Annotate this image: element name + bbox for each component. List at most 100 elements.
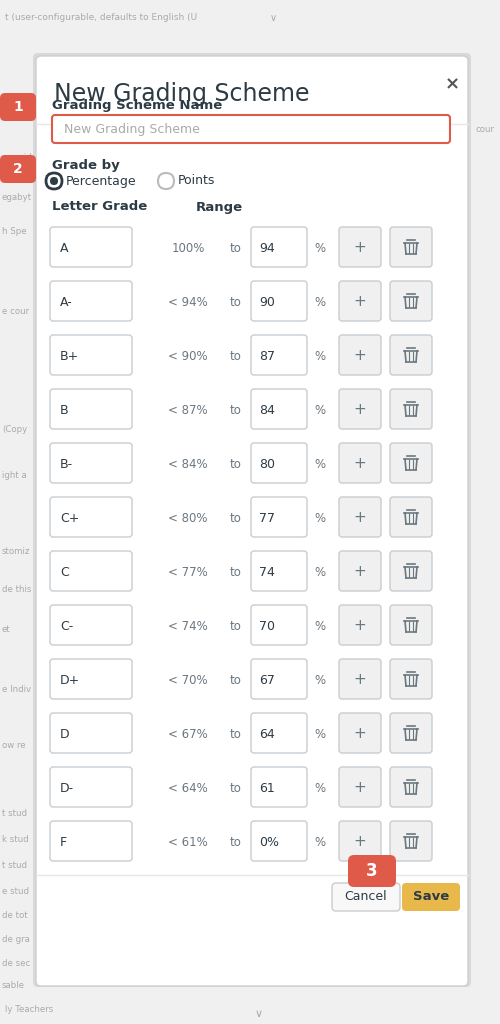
Text: Save: Save (413, 891, 449, 903)
FancyBboxPatch shape (332, 883, 400, 911)
Text: stomiz: stomiz (2, 548, 30, 556)
Text: +: + (354, 780, 366, 796)
Text: +: + (354, 835, 366, 850)
Text: %: % (314, 727, 326, 740)
FancyBboxPatch shape (52, 115, 450, 143)
Text: C: C (60, 565, 69, 579)
FancyBboxPatch shape (50, 551, 132, 591)
FancyBboxPatch shape (390, 281, 432, 321)
Text: e stud: e stud (2, 888, 29, 896)
FancyBboxPatch shape (50, 281, 132, 321)
Text: Cancel: Cancel (344, 891, 388, 903)
Text: to: to (230, 620, 242, 633)
Text: 2: 2 (13, 162, 23, 176)
FancyBboxPatch shape (251, 335, 307, 375)
FancyBboxPatch shape (50, 605, 132, 645)
FancyBboxPatch shape (390, 227, 432, 267)
Text: C-: C- (60, 620, 73, 633)
Text: < 77%: < 77% (168, 565, 208, 579)
FancyBboxPatch shape (0, 93, 36, 121)
FancyBboxPatch shape (251, 497, 307, 537)
FancyBboxPatch shape (390, 767, 432, 807)
Text: k stud: k stud (2, 836, 29, 845)
FancyBboxPatch shape (251, 659, 307, 699)
Text: 61: 61 (259, 781, 275, 795)
Text: +: + (354, 295, 366, 309)
FancyBboxPatch shape (390, 443, 432, 483)
Text: to: to (230, 349, 242, 362)
FancyBboxPatch shape (36, 56, 468, 986)
FancyBboxPatch shape (251, 389, 307, 429)
FancyBboxPatch shape (50, 335, 132, 375)
Text: Grade by: Grade by (52, 159, 120, 171)
FancyBboxPatch shape (390, 497, 432, 537)
FancyBboxPatch shape (339, 443, 381, 483)
FancyBboxPatch shape (339, 389, 381, 429)
Text: < 70%: < 70% (168, 674, 208, 686)
FancyBboxPatch shape (251, 281, 307, 321)
FancyBboxPatch shape (251, 551, 307, 591)
Text: %: % (314, 349, 326, 362)
Text: de this: de this (2, 586, 32, 595)
FancyBboxPatch shape (50, 443, 132, 483)
FancyBboxPatch shape (251, 443, 307, 483)
FancyBboxPatch shape (251, 713, 307, 753)
Text: Points: Points (178, 174, 216, 187)
Text: %: % (314, 836, 326, 849)
Text: 67: 67 (259, 674, 275, 686)
Text: Grading Scheme Name: Grading Scheme Name (52, 99, 222, 113)
Text: 0%: 0% (259, 836, 279, 849)
Text: 3: 3 (366, 862, 378, 880)
FancyBboxPatch shape (251, 767, 307, 807)
Text: F: F (60, 836, 67, 849)
Text: 100%: 100% (172, 242, 204, 255)
Text: ow re: ow re (2, 741, 26, 751)
Text: < 64%: < 64% (168, 781, 208, 795)
Text: to: to (230, 403, 242, 417)
FancyBboxPatch shape (158, 173, 174, 189)
Text: to: to (230, 458, 242, 470)
FancyBboxPatch shape (50, 389, 132, 429)
FancyBboxPatch shape (50, 767, 132, 807)
FancyBboxPatch shape (46, 173, 62, 189)
Text: 74: 74 (259, 565, 275, 579)
Text: %: % (314, 512, 326, 524)
Text: to: to (230, 674, 242, 686)
Text: ×: × (444, 75, 460, 93)
FancyBboxPatch shape (390, 389, 432, 429)
Text: 90: 90 (259, 296, 275, 308)
Text: t stud: t stud (2, 861, 27, 870)
Text: +: + (354, 402, 366, 418)
Text: de sec: de sec (2, 959, 30, 969)
Text: New Grading Scheme: New Grading Scheme (64, 123, 200, 135)
Text: A: A (60, 242, 68, 255)
Text: D: D (60, 727, 70, 740)
Text: egabyt: egabyt (2, 194, 32, 203)
Text: e cour: e cour (2, 307, 29, 316)
FancyBboxPatch shape (50, 659, 132, 699)
Text: +: + (354, 241, 366, 256)
Text: %: % (314, 403, 326, 417)
Text: < 61%: < 61% (168, 836, 208, 849)
FancyBboxPatch shape (50, 227, 132, 267)
Text: to: to (230, 781, 242, 795)
Text: 1: 1 (13, 100, 23, 114)
FancyBboxPatch shape (251, 605, 307, 645)
Text: < 67%: < 67% (168, 727, 208, 740)
Text: Percentage: Percentage (66, 174, 136, 187)
Text: < 87%: < 87% (168, 403, 208, 417)
Text: %: % (314, 674, 326, 686)
Text: %: % (314, 620, 326, 633)
FancyBboxPatch shape (390, 551, 432, 591)
Text: to: to (230, 836, 242, 849)
FancyBboxPatch shape (251, 227, 307, 267)
FancyBboxPatch shape (348, 855, 396, 887)
Text: B+: B+ (60, 349, 79, 362)
FancyBboxPatch shape (251, 821, 307, 861)
Text: 64: 64 (259, 727, 275, 740)
Text: C+: C+ (60, 512, 80, 524)
Text: +: + (354, 726, 366, 741)
FancyBboxPatch shape (339, 767, 381, 807)
Text: 80: 80 (259, 458, 275, 470)
Text: Range: Range (196, 201, 243, 213)
